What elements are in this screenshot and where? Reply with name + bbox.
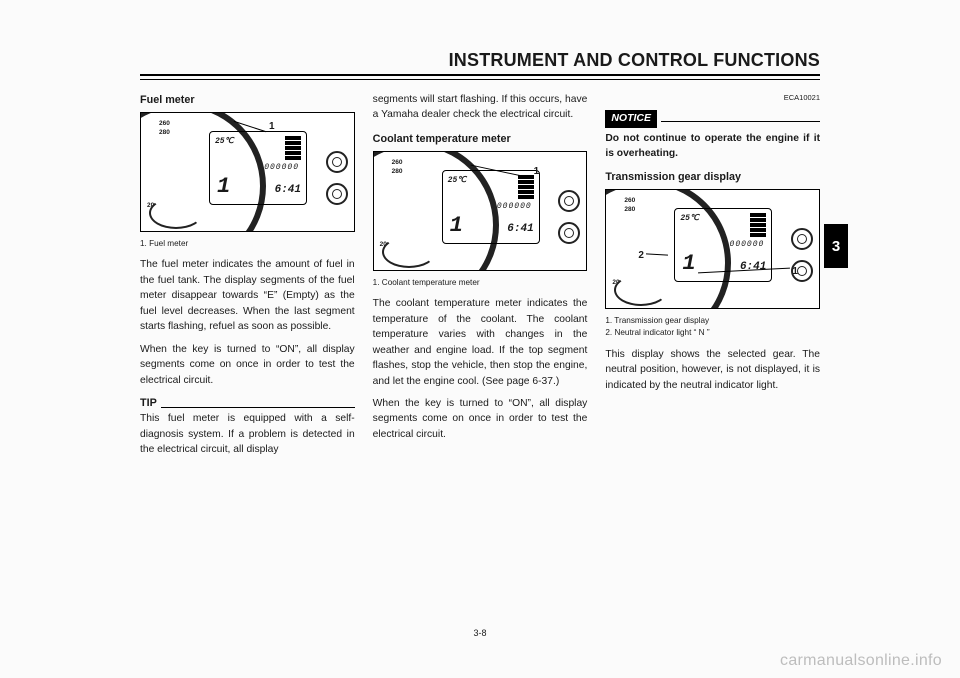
- gauge-glare: [382, 236, 436, 268]
- callout-1: 1: [792, 264, 798, 279]
- lcd-temp-value: 25℃: [448, 175, 467, 187]
- lcd-bottom-row: 1 6:41: [215, 176, 301, 198]
- callout-1: 1: [534, 164, 540, 179]
- notice-rule: [661, 121, 820, 122]
- chapter-number: 3: [832, 238, 840, 255]
- knob-icon: [558, 222, 580, 244]
- lcd-bottom-row: 1 6:41: [448, 215, 534, 237]
- tip-label: TIP: [140, 395, 157, 411]
- knob-icon: [326, 183, 348, 205]
- figure-transmission-display: 260 280 20 25℃: [605, 189, 820, 309]
- fuel-seg: [285, 151, 301, 155]
- paragraph: This fuel meter is equipped with a self-…: [140, 411, 355, 457]
- fuel-seg: [285, 156, 301, 160]
- fuel-seg: [750, 213, 766, 217]
- fuel-seg: [285, 146, 301, 150]
- callout-2: 2: [638, 248, 644, 263]
- callout-label: 1: [534, 166, 540, 177]
- lcd-clock: 6:41: [507, 221, 533, 238]
- lcd-odometer: 000000: [215, 162, 301, 174]
- callout-label: 1: [269, 121, 275, 132]
- notice-label: NOTICE: [605, 110, 657, 128]
- lcd-fuel-gauge: [750, 213, 766, 237]
- heading-transmission-display: Transmission gear display: [605, 169, 820, 185]
- gauge-glare: [149, 197, 203, 229]
- tip-heading-row: TIP: [140, 395, 355, 411]
- fuel-seg: [518, 185, 534, 189]
- header-rule: [140, 74, 820, 80]
- fuel-seg: [518, 195, 534, 199]
- lcd-clock: 6:41: [275, 182, 301, 199]
- fuel-seg: [750, 223, 766, 227]
- paragraph: This display shows the selected gear. Th…: [605, 347, 820, 393]
- fuel-seg: [750, 228, 766, 232]
- lcd-odometer: 000000: [680, 239, 766, 251]
- caption-transmission-2: 2. Neutral indicator light “ N ”: [605, 327, 820, 339]
- lcd-top-row: 25℃: [215, 136, 301, 160]
- paragraph: When the key is turned to “ON”, all disp…: [373, 396, 588, 442]
- callout-label: 2: [638, 250, 644, 261]
- lcd-temp: 25℃: [215, 136, 234, 160]
- caption-transmission-1: 1. Transmission gear display: [605, 315, 820, 327]
- paragraph: segments will start flashing. If this oc…: [373, 92, 588, 123]
- lcd-clock: 6:41: [740, 259, 766, 276]
- column-1: Fuel meter 260 280 20 25℃: [140, 92, 355, 464]
- notice-text: Do not continue to operate the engine if…: [605, 131, 820, 162]
- lcd-odometer: 000000: [448, 201, 534, 213]
- page-title: INSTRUMENT AND CONTROL FUNCTIONS: [140, 50, 820, 71]
- speed-ticks-high: 260 280: [624, 196, 635, 214]
- callout-1: 1: [269, 119, 275, 134]
- column-3: ECA10021 NOTICE Do not continue to opera…: [605, 92, 820, 464]
- lcd-fuel-gauge: [285, 136, 301, 160]
- lcd-panel: 25℃ 000000 1: [442, 170, 540, 244]
- column-2: segments will start flashing. If this oc…: [373, 92, 588, 464]
- fuel-seg: [750, 218, 766, 222]
- fuel-seg: [285, 141, 301, 145]
- lcd-top-row: 25℃: [680, 213, 766, 237]
- heading-coolant-meter: Coolant temperature meter: [373, 131, 588, 147]
- knob-icon: [558, 190, 580, 212]
- paragraph: When the key is turned to “ON”, all disp…: [140, 342, 355, 388]
- tip-rule: [161, 407, 355, 408]
- lcd-temp: 25℃: [448, 175, 467, 199]
- three-column-layout: Fuel meter 260 280 20 25℃: [140, 92, 820, 464]
- heading-fuel-meter: Fuel meter: [140, 92, 355, 108]
- page-number: 3-8: [0, 628, 960, 638]
- lcd-panel: 25℃ 000000 1: [209, 131, 307, 205]
- knob-icon: [791, 228, 813, 250]
- figure-coolant-meter: 260 280 20 25℃: [373, 151, 588, 271]
- eca-code: ECA10021: [605, 92, 820, 103]
- lcd-fuel-gauge: [518, 175, 534, 199]
- paragraph: The fuel meter indicates the amount of f…: [140, 257, 355, 334]
- speed-ticks-high: 260 280: [392, 158, 403, 176]
- fuel-seg: [285, 136, 301, 140]
- knob-icon: [326, 151, 348, 173]
- manual-page: INSTRUMENT AND CONTROL FUNCTIONS Fuel me…: [0, 0, 960, 678]
- caption-fuel-meter: 1. Fuel meter: [140, 238, 355, 250]
- fuel-seg: [518, 190, 534, 194]
- lcd-gear: 1: [215, 176, 230, 198]
- fuel-seg: [750, 233, 766, 237]
- speed-ticks-high: 260 280: [159, 119, 170, 137]
- fuel-segments: [518, 175, 534, 199]
- lcd-temp-value: 25℃: [215, 136, 234, 148]
- callout-label: 1: [792, 266, 798, 277]
- fuel-seg: [518, 180, 534, 184]
- fuel-segments: [285, 136, 301, 160]
- lcd-temp: 25℃: [680, 213, 699, 237]
- notice-heading-row: NOTICE: [605, 110, 820, 128]
- lcd-top-row: 25℃: [448, 175, 534, 199]
- fuel-segments: [750, 213, 766, 237]
- figure-fuel-meter: 260 280 20 25℃: [140, 112, 355, 232]
- lcd-gear: 1: [680, 253, 695, 275]
- chapter-tab: 3: [824, 224, 848, 268]
- lcd-temp-value: 25℃: [680, 213, 699, 225]
- watermark: carmanualsonline.info: [780, 652, 942, 670]
- caption-coolant-meter: 1. Coolant temperature meter: [373, 277, 588, 289]
- lcd-gear: 1: [448, 215, 463, 237]
- paragraph: The coolant temperature meter indicates …: [373, 296, 588, 389]
